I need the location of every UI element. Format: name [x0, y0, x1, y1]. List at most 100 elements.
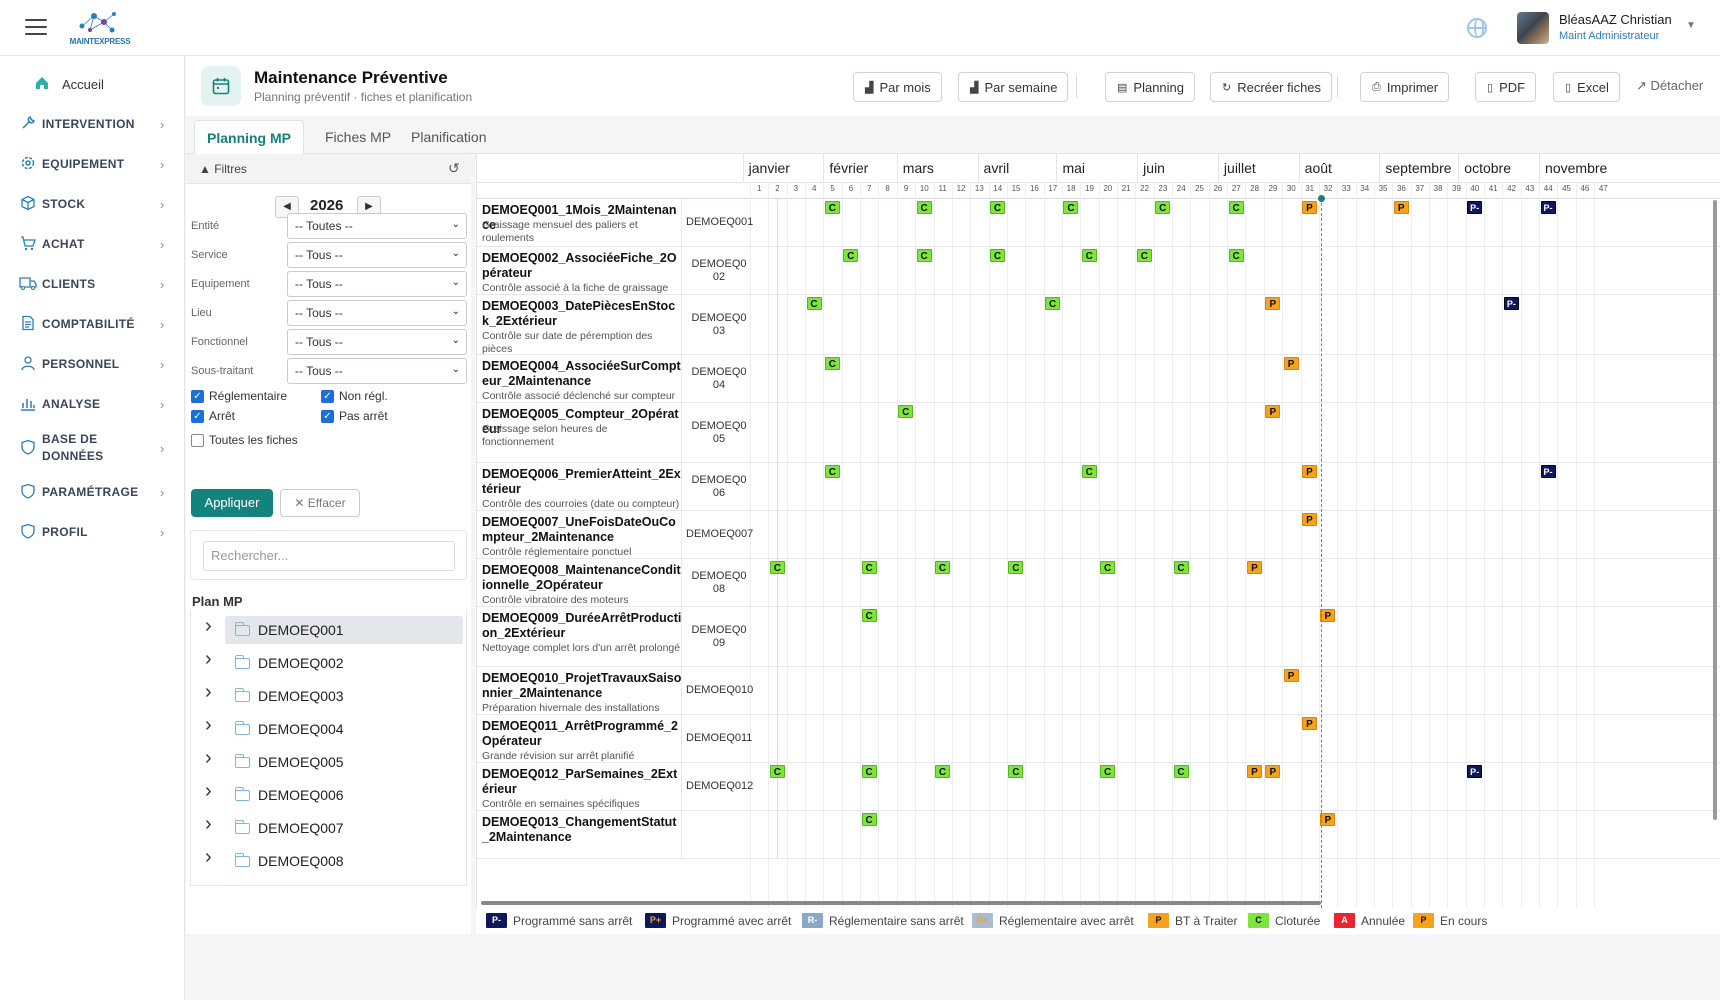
task-marker[interactable]: C: [769, 561, 785, 574]
imprimer-button[interactable]: ⎙ Imprimer: [1360, 72, 1450, 102]
task-marker[interactable]: C: [861, 813, 877, 826]
tree-item[interactable]: ›DEMOEQ009: [191, 878, 466, 885]
user-name[interactable]: BléasAAZ Christian: [1559, 12, 1672, 27]
equipment-name[interactable]: DEMOEQ011_ArrêtProgrammé_2Opérateur: [482, 719, 678, 748]
select-service[interactable]: -- Tous -- ⌄: [287, 242, 467, 268]
chevron-right-icon[interactable]: ›: [205, 846, 212, 868]
select-sous-traitant[interactable]: -- Tous -- ⌄: [287, 358, 467, 384]
task-marker[interactable]: C: [843, 249, 859, 262]
select-fonctionnel[interactable]: -- Tous -- ⌄: [287, 329, 467, 355]
sidebar-item-profil[interactable]: PROFIL ›: [0, 512, 184, 552]
task-marker[interactable]: C: [990, 249, 1006, 262]
equipment-name[interactable]: DEMOEQ001_1Mois_2Maintenance: [482, 203, 677, 232]
table-row[interactable]: DEMOEQ002_AssociéeFiche_2Opérateur Contrô…: [477, 247, 1720, 295]
equipment-name[interactable]: DEMOEQ002_AssociéeFiche_2Opérateur: [482, 251, 677, 280]
task-marker[interactable]: C: [1008, 561, 1024, 574]
equipment-name[interactable]: DEMOEQ010_ProjetTravauxSaisonnier_2Maint…: [482, 671, 682, 700]
task-marker[interactable]: P-: [1467, 765, 1483, 778]
planning-button[interactable]: ▤ Planning: [1105, 72, 1196, 102]
task-marker[interactable]: C: [990, 201, 1006, 214]
table-row[interactable]: DEMOEQ001_1Mois_2Maintenance Graissage me…: [477, 199, 1720, 247]
task-marker[interactable]: C: [898, 405, 914, 418]
equipment-name[interactable]: DEMOEQ003_DatePiècesEnStock_2Extérieur: [482, 299, 676, 328]
task-marker[interactable]: P: [1265, 405, 1281, 418]
select-lieu[interactable]: -- Tous -- ⌄: [287, 300, 467, 326]
app-logo[interactable]: MAINTEXPRESS: [64, 8, 136, 46]
task-marker[interactable]: C: [1136, 249, 1152, 262]
sidebar-item-comptabilite[interactable]: COMPTABILITÉ ›: [0, 304, 184, 344]
task-marker[interactable]: P: [1393, 201, 1409, 214]
checkbox-reglementaire[interactable]: ✓ Réglementaire: [191, 389, 287, 403]
tab-fiches-mp[interactable]: Fiches MP: [325, 129, 392, 145]
task-marker[interactable]: P-: [1540, 465, 1556, 478]
sidebar-item-intervention[interactable]: INTERVENTION ›: [0, 104, 184, 144]
task-marker[interactable]: C: [861, 765, 877, 778]
horizontal-scrollbar[interactable]: [481, 901, 1321, 905]
tree-item[interactable]: › DEMOEQ001: [191, 614, 466, 644]
table-row[interactable]: DEMOEQ007_UneFoisDateOuCompteur_2Mainten…: [477, 511, 1720, 559]
avatar[interactable]: [1517, 12, 1549, 44]
sidebar-item-stock[interactable]: STOCK ›: [0, 184, 184, 224]
task-marker[interactable]: C: [1155, 201, 1171, 214]
sidebar-item-achat[interactable]: ACHAT ›: [0, 224, 184, 264]
task-marker[interactable]: C: [824, 465, 840, 478]
clear-button[interactable]: ✕ Effacer: [280, 489, 360, 517]
task-marker[interactable]: P: [1265, 765, 1281, 778]
par-mois-button[interactable]: ▟ Par mois: [853, 72, 942, 102]
checkbox-toutes-fiches[interactable]: Toutes les fiches: [191, 433, 298, 447]
task-marker[interactable]: P: [1302, 717, 1317, 730]
task-marker[interactable]: C: [1173, 765, 1189, 778]
task-marker[interactable]: C: [1063, 201, 1079, 214]
task-marker[interactable]: P: [1265, 297, 1281, 310]
task-marker[interactable]: P: [1302, 465, 1317, 478]
chevron-right-icon[interactable]: ›: [205, 714, 212, 736]
task-marker[interactable]: C: [916, 201, 932, 214]
reset-icon[interactable]: ↺: [448, 160, 460, 176]
tree-item[interactable]: › DEMOEQ004: [191, 713, 466, 743]
task-marker[interactable]: P-: [1540, 201, 1556, 214]
filters-header[interactable]: ▲ Filtres ↺: [186, 154, 471, 184]
task-marker[interactable]: P: [1283, 669, 1299, 682]
pdf-button[interactable]: ▯ PDF: [1475, 72, 1537, 102]
equipment-name[interactable]: DEMOEQ008_MaintenanceConditionnelle_2Opé…: [482, 563, 681, 592]
chevron-right-icon[interactable]: ›: [205, 780, 212, 802]
equipment-name[interactable]: DEMOEQ004_AssociéeSurCompteur_2Maintenan…: [482, 359, 681, 388]
task-marker[interactable]: C: [1100, 765, 1116, 778]
task-marker[interactable]: C: [916, 249, 932, 262]
checkbox-arret[interactable]: ✓ Arrêt: [191, 409, 235, 423]
equipment-name[interactable]: DEMOEQ013_ChangementStatut_2Maintenance: [482, 815, 677, 844]
sidebar-item-base-de-donnees[interactable]: BASE DE DONNÉES ›: [0, 424, 184, 472]
tab-planning-mp[interactable]: Planning MP: [194, 120, 304, 154]
chevron-right-icon[interactable]: ›: [205, 813, 212, 835]
select-entite[interactable]: -- Toutes -- ⌄: [287, 213, 467, 239]
task-marker[interactable]: C: [1008, 765, 1024, 778]
task-marker[interactable]: C: [1173, 561, 1189, 574]
tree-item[interactable]: › DEMOEQ006: [191, 779, 466, 809]
table-row[interactable]: DEMOEQ010_ProjetTravauxSaisonnier_2Maint…: [477, 667, 1720, 715]
sidebar-item-clients[interactable]: CLIENTS ›: [0, 264, 184, 304]
table-row[interactable]: DEMOEQ004_AssociéeSurCompteur_2Maintenan…: [477, 355, 1720, 403]
task-marker[interactable]: P: [1302, 513, 1317, 526]
chevron-right-icon[interactable]: ›: [205, 648, 212, 670]
task-marker[interactable]: C: [1081, 465, 1097, 478]
sidebar-item-accueil[interactable]: Accueil: [0, 64, 184, 104]
apply-button[interactable]: Appliquer: [191, 489, 273, 517]
tree-item[interactable]: › DEMOEQ007: [191, 812, 466, 842]
menu-icon[interactable]: [25, 19, 47, 35]
table-row[interactable]: DEMOEQ003_DatePiècesEnStock_2Extérieur Co…: [477, 295, 1720, 355]
chevron-right-icon[interactable]: ›: [205, 747, 212, 769]
detacher-button[interactable]: ↗ Détacher: [1636, 78, 1704, 93]
task-marker[interactable]: C: [935, 765, 950, 778]
tree-item[interactable]: › DEMOEQ003: [191, 680, 466, 710]
table-row[interactable]: DEMOEQ008_MaintenanceConditionnelle_2Opé…: [477, 559, 1720, 607]
par-semaine-button[interactable]: ▟ Par semaine: [958, 72, 1069, 102]
sidebar-item-personnel[interactable]: PERSONNEL ›: [0, 344, 184, 384]
task-marker[interactable]: P: [1302, 201, 1317, 214]
recreer-fiches-button[interactable]: ↻ Recréer fiches: [1210, 72, 1333, 102]
table-row[interactable]: DEMOEQ006_PremierAtteint_2Extérieur Contr…: [477, 463, 1720, 511]
sidebar-item-analyse[interactable]: ANALYSE ›: [0, 384, 184, 424]
task-marker[interactable]: C: [1228, 249, 1244, 262]
task-marker[interactable]: C: [806, 297, 822, 310]
task-marker[interactable]: C: [935, 561, 950, 574]
chevron-right-icon[interactable]: ›: [205, 681, 212, 703]
